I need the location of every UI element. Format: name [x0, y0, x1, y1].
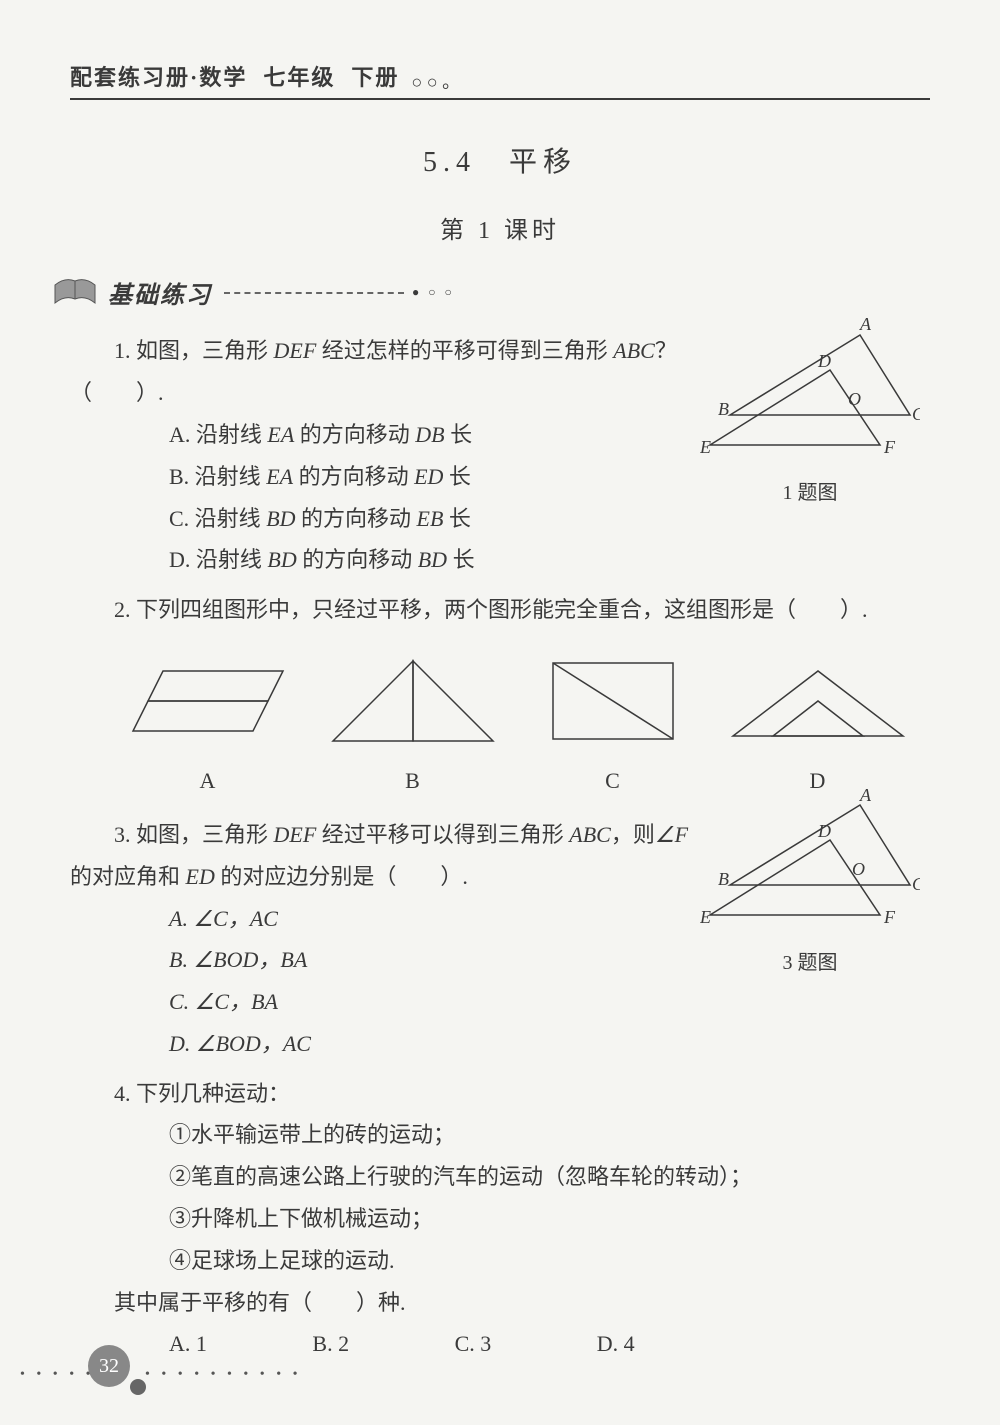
page-dots-right: • • • • • • • • • • — [145, 1367, 302, 1383]
svg-text:O: O — [852, 859, 865, 879]
book-icon — [50, 275, 100, 310]
section-title: 5.4 平移 — [70, 140, 930, 180]
q2-fig-d: D — [723, 651, 913, 794]
q2-stem: 2. 下列四组图形中，只经过平移，两个图形能完全重合，这组图形是（ ）. — [70, 589, 930, 631]
q1-figure: A D B C E F O 1 题图 — [700, 305, 920, 505]
section-number: 5.4 — [423, 147, 476, 178]
section-name: 平移 — [509, 147, 577, 178]
q4-item-2: ②笔直的高速公路上行驶的汽车的运动（忽略车轮的转动）； — [70, 1156, 930, 1198]
q1-option-d: D. 沿射线 BD 的方向移动 BD 长 — [70, 539, 930, 581]
q4-item-3: ③升降机上下做机械运动； — [70, 1198, 930, 1240]
q4-option-a: A. 1 — [169, 1323, 207, 1365]
book-title: 配套练习册·数学 — [70, 65, 247, 90]
svg-text:B: B — [718, 399, 729, 419]
svg-text:A: A — [859, 314, 872, 334]
page-number: 32 — [99, 1355, 119, 1378]
q3-option-d: D. ∠BOD，AC — [70, 1023, 930, 1065]
page-header: 配套练习册·数学 七年级 下册 ○ ○ 。 — [70, 60, 930, 100]
svg-text:B: B — [718, 869, 729, 889]
svg-text:D: D — [817, 821, 831, 841]
practice-label: 基础练习 — [108, 275, 212, 310]
svg-text:F: F — [883, 437, 896, 457]
header-circles: ○ ○ 。 — [411, 68, 460, 94]
q4-option-b: B. 2 — [312, 1323, 349, 1365]
svg-text:C: C — [912, 874, 920, 894]
q2-fig-b: B — [323, 651, 503, 794]
page-dot-accent — [130, 1379, 146, 1395]
q3-option-c: C. ∠C，BA — [70, 981, 930, 1023]
q4-tail: 其中属于平移的有（ ）种. — [70, 1282, 930, 1324]
q3-figure: A D B C E F O 3 题图 — [700, 785, 920, 975]
svg-text:F: F — [883, 907, 896, 927]
lesson-title: 第 1 课时 — [70, 210, 930, 245]
q2-figures: A B C D — [110, 651, 930, 794]
q2-fig-a: A — [128, 651, 288, 794]
grade: 七年级 — [263, 65, 335, 90]
svg-text:O: O — [848, 389, 861, 409]
svg-text:A: A — [859, 785, 872, 805]
svg-text:E: E — [700, 437, 711, 457]
q4-option-d: D. 4 — [597, 1323, 635, 1365]
q1-fig-caption: 1 题图 — [700, 476, 920, 505]
practice-dots: ● ○ ○ — [412, 285, 455, 300]
svg-text:D: D — [817, 351, 831, 371]
q3-fig-caption: 3 题图 — [700, 946, 920, 975]
dashed-line — [224, 292, 404, 294]
svg-text:C: C — [912, 404, 920, 424]
q2-fig-c: C — [538, 651, 688, 794]
question-2: 2. 下列四组图形中，只经过平移，两个图形能完全重合，这组图形是（ ）. — [70, 589, 930, 631]
q4-stem: 4. 下列几种运动： — [70, 1073, 930, 1115]
volume: 下册 — [351, 65, 399, 90]
q4-option-c: C. 3 — [455, 1323, 492, 1365]
svg-text:E: E — [700, 907, 711, 927]
question-4: 4. 下列几种运动： ①水平输运带上的砖的运动； ②笔直的高速公路上行驶的汽车的… — [70, 1073, 930, 1366]
q4-item-4: ④足球场上足球的运动. — [70, 1240, 930, 1282]
q4-item-1: ①水平输运带上的砖的运动； — [70, 1114, 930, 1156]
page-number-circle: 32 — [88, 1345, 130, 1387]
